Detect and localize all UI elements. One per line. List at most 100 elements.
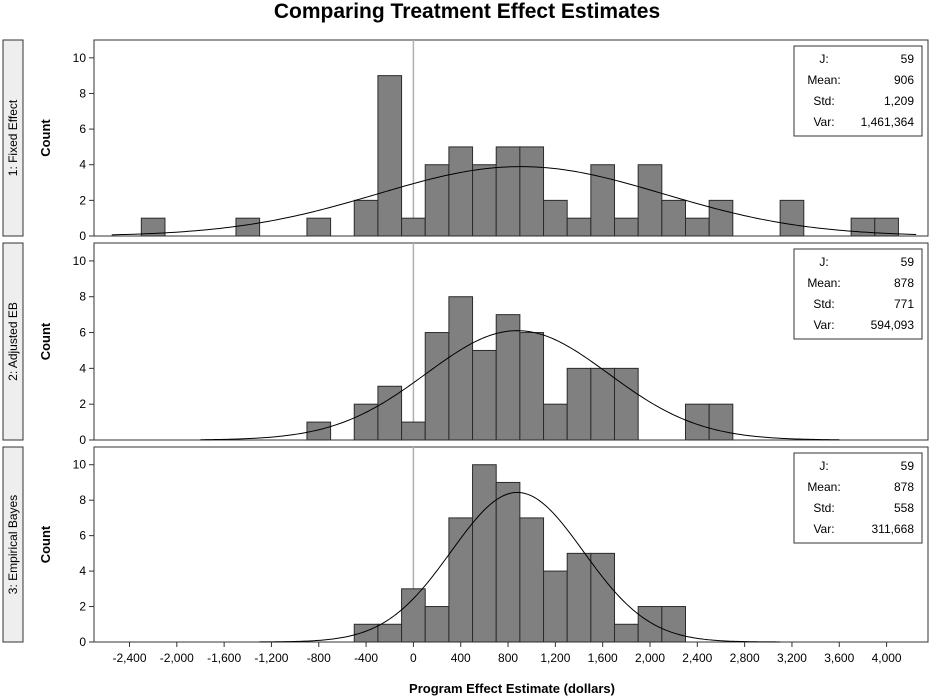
panel-strip-box bbox=[2, 242, 24, 441]
panel-strip: 3: Empirical Bayes bbox=[2, 446, 24, 643]
x-tick-label: -1,200 bbox=[254, 651, 288, 665]
stats-std-value: 1,209 bbox=[884, 94, 914, 108]
y-tick-label: 0 bbox=[79, 229, 86, 243]
y-tick-label: 8 bbox=[79, 290, 86, 304]
stats-var-label: Var: bbox=[813, 522, 834, 536]
y-tick-label: 8 bbox=[79, 86, 86, 100]
stats-var-label: Var: bbox=[813, 318, 834, 332]
x-tick-label: 400 bbox=[451, 651, 471, 665]
histogram-bar bbox=[472, 164, 497, 237]
stats-std-label: Std: bbox=[813, 297, 834, 311]
panel-strip-box bbox=[2, 446, 24, 643]
histogram-bar bbox=[519, 517, 545, 643]
histogram-bar bbox=[235, 217, 261, 237]
histogram-bar bbox=[353, 403, 379, 441]
histogram-bar bbox=[353, 199, 379, 237]
normal-curve bbox=[200, 330, 840, 441]
histogram-bar bbox=[590, 164, 616, 237]
stats-mean-value: 878 bbox=[894, 276, 914, 290]
histogram-bar bbox=[708, 199, 734, 237]
y-tick-label: 6 bbox=[79, 326, 86, 340]
y-tick-label: 2 bbox=[79, 397, 86, 411]
stats-box-frame bbox=[793, 452, 923, 544]
stats-mean-value: 906 bbox=[894, 73, 914, 87]
x-axis-title: Program Effect Estimate (dollars) bbox=[409, 681, 615, 696]
histogram-bar bbox=[614, 217, 639, 237]
y-tick-label: 6 bbox=[79, 122, 86, 136]
histogram-bar bbox=[353, 623, 379, 643]
stats-j-label: J: bbox=[819, 255, 828, 269]
y-axis: 0 2 4 6 8 10 bbox=[73, 254, 94, 447]
histogram-bar bbox=[377, 75, 403, 237]
x-tick-label: -2,400 bbox=[112, 651, 146, 665]
x-tick-label: 1,200 bbox=[540, 651, 570, 665]
x-tick-label: -800 bbox=[307, 651, 331, 665]
panel-strip: 1: Fixed Effect bbox=[2, 39, 24, 237]
y-tick-label: 10 bbox=[73, 51, 87, 65]
histogram-bar bbox=[874, 217, 899, 237]
histogram-bar bbox=[684, 217, 710, 237]
stats-mean-label: Mean: bbox=[807, 73, 840, 87]
histogram-bar bbox=[472, 464, 497, 643]
y-tick-label: 4 bbox=[79, 361, 86, 375]
panel-3: 3: Empirical Bayes Count 0 2 4 6 8 10 J: 59 Mean: 8… bbox=[2, 446, 929, 649]
stats-j-value: 59 bbox=[901, 459, 915, 473]
panel-2: 2: Adjusted EB Count 0 2 4 6 8 10 J: 59 Mean: 878 St… bbox=[2, 242, 929, 447]
panel-strip-label: 2: Adjusted EB bbox=[6, 302, 20, 381]
histogram-bar bbox=[661, 606, 686, 643]
stats-var-value: 594,093 bbox=[871, 318, 915, 332]
y-axis: 0 2 4 6 8 10 bbox=[73, 51, 94, 243]
x-axis: -2,400 -2,000 -1,600 -1,200 -800 -400 0 400 800 1… bbox=[112, 642, 902, 665]
stats-std-value: 771 bbox=[894, 297, 914, 311]
x-tick-label: 0 bbox=[410, 651, 417, 665]
stats-j-label: J: bbox=[819, 52, 828, 66]
histogram-bar bbox=[590, 367, 616, 441]
histogram-bar bbox=[614, 623, 639, 643]
x-tick-label: -2,000 bbox=[160, 651, 194, 665]
histogram-bar bbox=[424, 332, 450, 441]
histogram-bar bbox=[401, 217, 426, 237]
stats-box: J: 59 Mean: 878 Std: 558 Var: 311,668 bbox=[793, 452, 923, 544]
stats-box: J: 59 Mean: 878 Std: 771 Var: 594,093 bbox=[793, 248, 923, 340]
y-tick-label: 4 bbox=[79, 564, 86, 578]
stats-var-value: 1,461,364 bbox=[861, 115, 915, 129]
normal-curve bbox=[259, 491, 781, 643]
stats-j-value: 59 bbox=[901, 255, 915, 269]
histogram-bar bbox=[401, 588, 426, 643]
stats-j-value: 59 bbox=[901, 52, 915, 66]
histogram-bar bbox=[519, 146, 545, 237]
x-tick-label: 2,800 bbox=[730, 651, 760, 665]
y-axis: 0 2 4 6 8 10 bbox=[73, 458, 94, 649]
histogram-bar bbox=[661, 199, 686, 237]
histogram-bar bbox=[495, 146, 521, 237]
histogram-bar bbox=[377, 623, 403, 643]
histogram-bar bbox=[543, 570, 568, 643]
bars bbox=[140, 75, 899, 237]
histogram-bar bbox=[472, 349, 497, 441]
y-axis-title: Count bbox=[38, 322, 53, 360]
y-axis-title: Count bbox=[38, 119, 53, 157]
histogram-bar bbox=[448, 296, 474, 441]
histogram-bar bbox=[543, 403, 568, 441]
stats-mean-label: Mean: bbox=[807, 276, 840, 290]
normal-curve bbox=[111, 166, 917, 236]
histogram-bar bbox=[543, 199, 568, 237]
histogram-bar bbox=[448, 517, 474, 643]
x-tick-label: 1,600 bbox=[588, 651, 618, 665]
histogram-bar bbox=[424, 606, 450, 643]
stats-box: J: 59 Mean: 906 Std: 1,209 Var: 1,461,364 bbox=[793, 45, 923, 137]
stats-var-label: Var: bbox=[813, 115, 834, 129]
chart-title: Comparing Treatment Effect Estimates bbox=[274, 0, 660, 23]
panels: 1: Fixed Effect Count 0 2 4 6 8 10 J: 59 Mean: 906 S… bbox=[2, 39, 929, 649]
histogram-bar bbox=[708, 403, 734, 441]
y-tick-label: 2 bbox=[79, 600, 86, 614]
histogram-bar bbox=[140, 217, 166, 237]
histogram-bar bbox=[614, 367, 639, 441]
histogram-bar bbox=[448, 146, 474, 237]
stats-box-frame bbox=[793, 248, 923, 340]
histogram-bar bbox=[495, 481, 521, 643]
histogram-bar bbox=[566, 217, 592, 237]
x-tick-label: 2,400 bbox=[682, 651, 712, 665]
histogram-bar bbox=[306, 217, 332, 237]
y-axis-title: Count bbox=[38, 525, 53, 563]
